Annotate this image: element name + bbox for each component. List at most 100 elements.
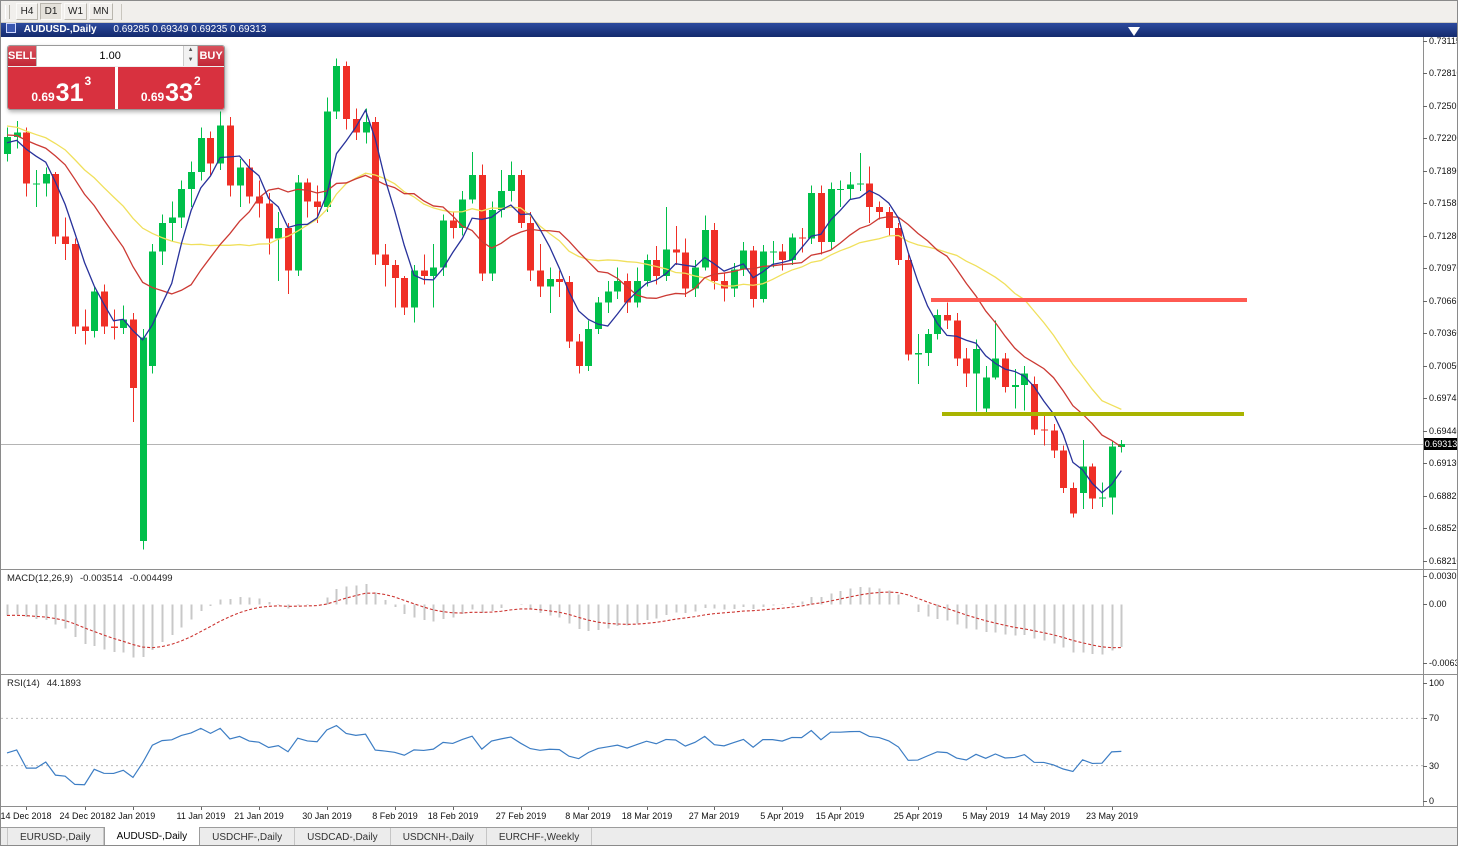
- price-chart-canvas: [1, 58, 1423, 550]
- date-tick: [1112, 807, 1113, 810]
- buy-price-pips: 33: [165, 79, 193, 107]
- timeframe-button-h4[interactable]: H4: [16, 3, 38, 20]
- sell-price-fraction: 3: [84, 74, 92, 88]
- volume-decrease-button[interactable]: ▼: [184, 56, 198, 66]
- date-tick: [133, 807, 134, 810]
- price-axis-label-tick: [1423, 203, 1427, 204]
- price-axis-label-tick: [1423, 333, 1427, 334]
- price-axis-label-tick: [1423, 268, 1427, 269]
- chart-title-bar: AUDUSD-,Daily 0.69285 0.69349 0.69235 0.…: [1, 23, 1457, 37]
- date-axis-label: 27 Feb 2019: [495, 811, 547, 821]
- tab-audusd-daily[interactable]: AUDUSD-,Daily: [103, 827, 201, 845]
- date-axis-label: 24 Dec 2018: [59, 811, 111, 821]
- tab-usdcnh-daily[interactable]: USDCNH-,Daily: [391, 828, 487, 845]
- buy-price-fraction: 2: [193, 74, 201, 88]
- date-axis-label: 18 Feb 2019: [427, 811, 479, 821]
- volume-input[interactable]: [37, 46, 184, 66]
- price-axis-label: 0.71585: [1429, 198, 1457, 208]
- price-axis-label-tick: [1423, 561, 1427, 562]
- date-axis-label: 5 May 2019: [962, 811, 1010, 821]
- toolbar-grip[interactable]: [5, 4, 10, 19]
- price-axis-label-tick: [1423, 106, 1427, 107]
- panel-separator-rsi[interactable]: [1, 674, 1457, 675]
- time-scale[interactable]: 14 Dec 2018 24 Dec 2018 2 Jan 2019 11 Jan 2…: [1, 807, 1423, 827]
- date-tick: [259, 807, 260, 810]
- trade-panel-price-row: 0.69 31 3 0.69 33 2: [8, 66, 224, 109]
- tab-usdchf-daily[interactable]: USDCHF-,Daily: [200, 828, 296, 845]
- macd-signal-line: [6, 591, 1122, 649]
- price-axis-label-tick: [1423, 236, 1427, 237]
- price-axis-label-tick: [1423, 171, 1427, 172]
- price-axis-label-tick: [1423, 431, 1427, 432]
- price-axis-label-tick: [1423, 463, 1427, 464]
- macd-signal-value: -0.004499: [129, 573, 173, 584]
- date-tick: [986, 807, 987, 810]
- macd-axis-label-tick: [1423, 663, 1427, 664]
- rsi-axis-label: 30: [1429, 761, 1440, 771]
- date-tick: [85, 807, 86, 810]
- volume-increase-button[interactable]: ▲: [184, 46, 198, 56]
- tab-usdcad-daily[interactable]: USDCAD-,Daily: [295, 828, 391, 845]
- timeframe-button-mn[interactable]: MN: [89, 3, 113, 20]
- rsi-name: RSI(14): [7, 678, 40, 689]
- chart-ohlc-values: 0.69285 0.69349 0.69235 0.69313: [113, 24, 267, 35]
- chart-shift-marker-icon[interactable]: [1128, 27, 1140, 36]
- horizontal-line-object-1[interactable]: [931, 298, 1247, 302]
- sell-button[interactable]: SELL: [8, 46, 37, 66]
- macd-label: MACD(12,26,9) -0.003514 -0.004499: [7, 573, 180, 584]
- trade-panel: SELL ▲ ▼ BUY 0.69 31 3 0.69 33 2: [7, 45, 225, 110]
- rsi-axis-label-tick: [1423, 766, 1427, 767]
- date-tick: [453, 807, 454, 810]
- date-axis-label: 8 Feb 2019: [372, 811, 418, 821]
- macd-canvas: [6, 584, 1123, 658]
- buy-button[interactable]: BUY: [198, 46, 224, 66]
- date-tick: [840, 807, 841, 810]
- price-axis-label-tick: [1423, 138, 1427, 139]
- date-axis-label: 21 Jan 2019: [234, 811, 284, 821]
- rsi-axis-label: 0: [1429, 796, 1435, 806]
- date-axis-label: 5 Apr 2019: [760, 811, 804, 821]
- rsi-axis-label-tick: [1423, 683, 1427, 684]
- tab-eurchf-weekly[interactable]: EURCHF-,Weekly: [487, 828, 593, 845]
- price-axis-label: 0.73115: [1429, 36, 1458, 46]
- timeframe-button-d1[interactable]: D1: [40, 3, 62, 20]
- horizontal-line-object-2[interactable]: [942, 412, 1244, 416]
- price-axis-label-tick: [1423, 398, 1427, 399]
- macd-axis-label: 0.00: [1429, 599, 1447, 609]
- buy-price-button[interactable]: 0.69 33 2: [117, 67, 224, 109]
- rsi-panel[interactable]: [1, 675, 1423, 806]
- date-axis-label: 8 Mar 2019: [565, 811, 611, 821]
- timeframe-button-w1[interactable]: W1: [64, 3, 87, 20]
- toolbar-separator: [120, 3, 122, 20]
- rsi-line: [6, 724, 1122, 786]
- volume-spinner: ▲ ▼: [183, 46, 198, 66]
- moving-average-5: [6, 108, 1122, 494]
- rsi-axis-label-tick: [1423, 801, 1427, 802]
- price-axis-label: 0.69745: [1429, 393, 1457, 403]
- panel-separator-macd[interactable]: [1, 569, 1457, 570]
- date-axis-label: 15 Apr 2019: [815, 811, 865, 821]
- sell-price-button[interactable]: 0.69 31 3: [8, 67, 115, 109]
- tab-eurusd-daily[interactable]: EURUSD-,Daily: [7, 828, 104, 845]
- sell-price-big: 0.69: [31, 90, 55, 104]
- macd-histogram: [6, 584, 1123, 658]
- date-axis-label: 23 May 2019: [1085, 811, 1139, 821]
- symbol-tabs: EURUSD-,Daily AUDUSD-,Daily USDCHF-,Daily U…: [1, 827, 1457, 845]
- macd-panel[interactable]: [1, 570, 1423, 674]
- date-axis-label: 14 May 2019: [1017, 811, 1071, 821]
- date-tick: [1044, 807, 1045, 810]
- price-axis-label: 0.68825: [1429, 491, 1457, 501]
- price-chart[interactable]: [1, 37, 1423, 569]
- price-axis-label: 0.72505: [1429, 101, 1457, 111]
- date-tick: [782, 807, 783, 810]
